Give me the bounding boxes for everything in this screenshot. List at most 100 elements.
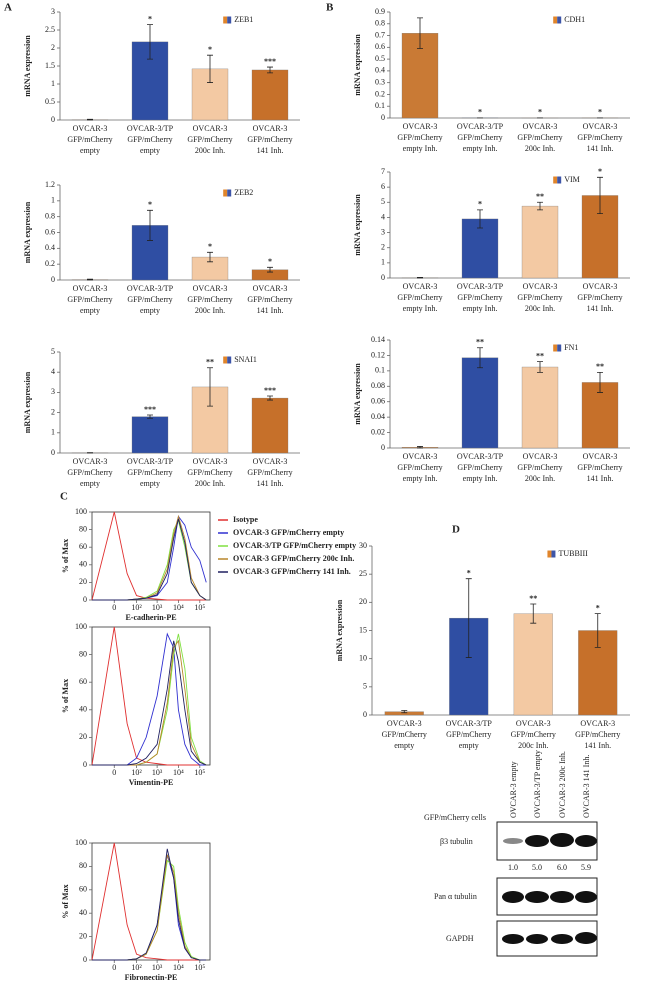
significance: * <box>467 569 471 578</box>
x-tick-label: empty <box>80 146 100 155</box>
legend-swatch <box>223 189 228 197</box>
x-tick-label: 200c Inh. <box>195 146 225 155</box>
x-tick-label: 10⁵ <box>194 768 205 777</box>
x-tick-label: GFP/mCherry <box>457 133 502 142</box>
band <box>525 835 549 847</box>
x-tick-label: 200c Inh. <box>525 144 555 153</box>
x-tick-label: OVCAR-3 <box>387 719 422 728</box>
x-tick-label: OVCAR-3 <box>253 457 288 466</box>
y-tick-label: 0.08 <box>371 381 385 390</box>
significance: * <box>598 108 602 117</box>
legend-label: ZEB1 <box>234 15 253 24</box>
band <box>526 934 548 944</box>
histogram-line <box>92 514 207 601</box>
error-bar <box>537 361 543 373</box>
band-label: GAPDH <box>446 934 474 943</box>
y-tick-label: 0 <box>83 955 87 964</box>
x-tick-label: empty <box>80 479 100 488</box>
y-tick-label: 0.4 <box>45 243 55 252</box>
significance: * <box>148 200 152 209</box>
legend-label: Isotype <box>233 515 258 524</box>
x-tick-label: GFP/mCherry <box>575 730 620 739</box>
error-bar <box>597 176 603 215</box>
error-bar <box>537 201 543 211</box>
legend-label: OVCAR-3/TP GFP/mCherry empty <box>233 541 356 550</box>
y-tick-label: 3 <box>51 7 55 16</box>
error-bar <box>417 276 423 279</box>
x-tick-label: OVCAR-3 <box>253 284 288 293</box>
y-tick-label: 4 <box>51 367 55 376</box>
x-tick-label: empty Inh. <box>403 144 438 153</box>
x-tick-label: 141 Inh. <box>257 146 284 155</box>
x-tick-label: 10⁴ <box>173 768 184 777</box>
x-axis-label: Fibronectin-PE <box>125 973 178 981</box>
y-axis-label: mRNA expression <box>353 34 362 96</box>
histogram-line <box>91 842 207 961</box>
significance: ** <box>206 358 214 367</box>
y-tick-label: 0 <box>381 273 385 282</box>
legend-swatch <box>553 344 558 352</box>
y-tick-label: 60 <box>79 542 87 551</box>
y-tick-label: 0.8 <box>45 211 55 220</box>
y-tick-label: 0.14 <box>371 335 385 344</box>
histogram-line <box>92 640 207 766</box>
bar <box>131 416 169 454</box>
x-tick-label: empty Inh. <box>463 144 498 153</box>
x-tick-label: GFP/mCherry <box>382 730 427 739</box>
error-bar <box>465 578 472 658</box>
y-tick-label: 5 <box>363 682 367 691</box>
x-tick-label: 10² <box>131 768 142 777</box>
histogram-line <box>92 632 207 766</box>
panel-label: B <box>326 2 334 14</box>
x-tick-label: GFP/mCherry <box>127 468 172 477</box>
y-tick-label: 0 <box>381 443 385 452</box>
y-tick-label: 5 <box>381 197 385 206</box>
x-tick-label: OVCAR-3 <box>403 122 438 131</box>
y-tick-label: 1.5 <box>45 61 55 70</box>
significance: *** <box>264 57 276 66</box>
y-tick-label: 0 <box>83 595 87 604</box>
error-bar <box>401 710 408 714</box>
x-tick-label: OVCAR-3 <box>73 284 108 293</box>
y-tick-label: 7 <box>381 167 385 176</box>
x-tick-label: OVCAR-3 <box>193 124 228 133</box>
significance: *** <box>144 405 156 414</box>
y-tick-label: 0.5 <box>375 54 385 63</box>
x-tick-label: GFP/mCherry <box>457 463 502 472</box>
blot-row-label: GFP/mCherry cells <box>424 813 486 822</box>
histogram-line <box>92 848 207 961</box>
y-tick-label: 1 <box>381 258 385 267</box>
y-tick-label: 0.2 <box>375 89 385 98</box>
significance: * <box>598 167 602 176</box>
legend-swatch <box>223 16 228 24</box>
y-tick-label: 80 <box>79 649 87 658</box>
error-bar <box>147 24 153 60</box>
error-bar <box>207 367 213 407</box>
x-tick-label: empty <box>80 306 100 315</box>
x-tick-label: 10⁴ <box>173 603 184 612</box>
bar <box>513 613 553 716</box>
histogram-line <box>91 511 207 601</box>
lane-label: OVCAR-3/TP empty <box>533 750 542 818</box>
y-tick-label: 0.02 <box>371 427 385 436</box>
y-axis-label: % of Max <box>61 539 70 573</box>
y-tick-label: 0.9 <box>375 7 385 16</box>
y-tick-label: 25 <box>359 569 367 578</box>
significance: *** <box>264 386 276 395</box>
x-tick-label: OVCAR-3 <box>193 284 228 293</box>
y-tick-label: 6 <box>381 182 385 191</box>
x-tick-label: 10² <box>131 603 142 612</box>
x-tick-label: GFP/mCherry <box>67 468 112 477</box>
x-tick-label: 10² <box>131 963 142 972</box>
legend-swatch <box>553 16 558 24</box>
x-tick-label: GFP/mCherry <box>247 468 292 477</box>
y-tick-label: 0.7 <box>375 30 385 39</box>
x-tick-label: OVCAR-3/TP <box>446 719 493 728</box>
histogram-line <box>92 518 207 601</box>
x-tick-label: 141 Inh. <box>257 479 284 488</box>
significance: * <box>596 603 600 612</box>
histogram-line <box>92 633 207 766</box>
error-bar <box>267 395 273 401</box>
y-tick-label: 30 <box>359 541 367 550</box>
panel-label: D <box>452 524 460 536</box>
